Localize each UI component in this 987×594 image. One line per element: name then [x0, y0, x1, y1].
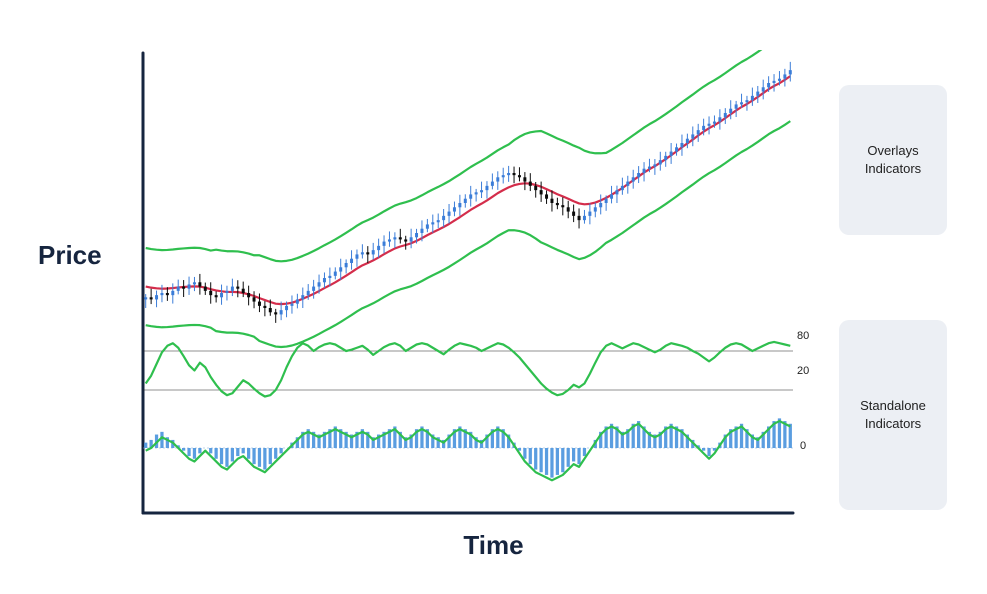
callout-overlays: Overlays Indicators — [839, 85, 947, 235]
x-axis-label: Time — [0, 530, 987, 561]
callout-standalone-line1: Standalone — [860, 397, 926, 415]
macd-tick-0: 0 — [800, 440, 806, 452]
osc-tick-20: 20 — [797, 365, 809, 377]
y-axis-label: Price — [38, 240, 102, 271]
callout-standalone: Standalone Indicators — [839, 320, 947, 510]
chart-container: Price Time Overlays Indicators Standalon… — [0, 0, 987, 594]
osc-tick-80: 80 — [797, 330, 809, 342]
callout-overlays-line1: Overlays — [867, 142, 918, 160]
chart-svg — [140, 50, 796, 516]
callout-overlays-line2: Indicators — [865, 160, 921, 178]
callout-standalone-line2: Indicators — [865, 415, 921, 433]
